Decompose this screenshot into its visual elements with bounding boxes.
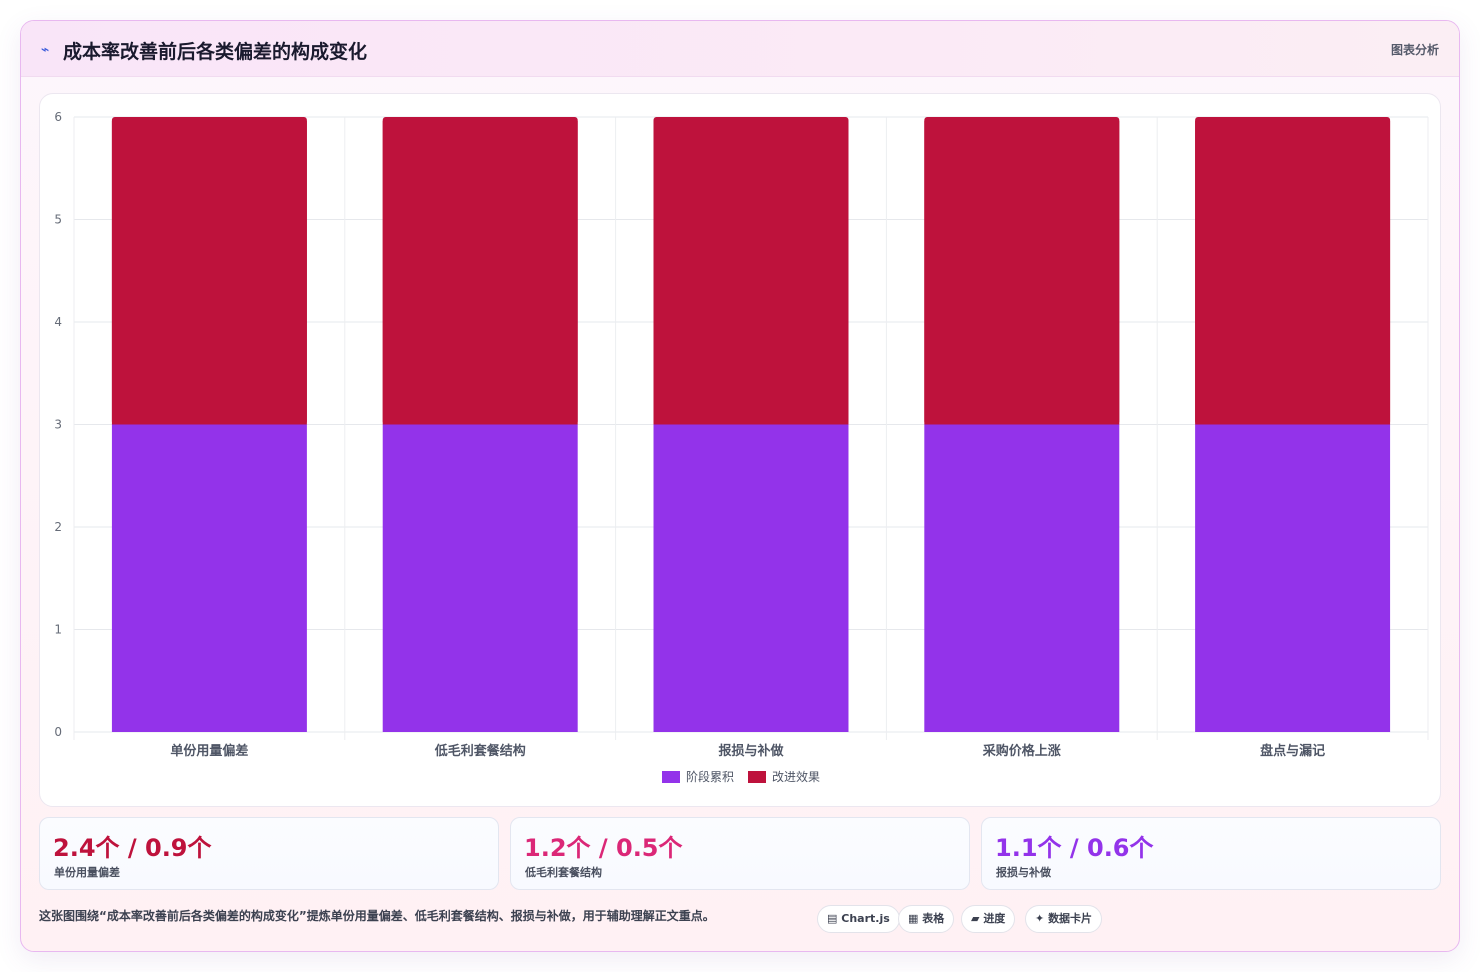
bar-segment-fill — [1195, 121, 1391, 425]
tag-table[interactable]: ▦ 表格 — [898, 905, 955, 933]
stat-card-combo: 1.2个 / 0.5个 低毛利套餐结构 — [510, 817, 970, 890]
legend-label: 改进效果 — [772, 769, 820, 784]
tag-label: Chart.js — [841, 912, 890, 925]
bar-segment-fill — [653, 121, 849, 425]
legend-swatch — [748, 771, 766, 783]
stat-value: 1.2个 / 0.5个 — [524, 834, 683, 862]
stat-value: 2.4个 / 0.9个 — [53, 834, 212, 862]
bar-segment-fill — [924, 121, 1120, 425]
chart-analysis-label: 图表分析 — [1390, 43, 1439, 57]
bar-segment-fill — [382, 121, 578, 425]
legend-label: 阶段累积 — [686, 769, 734, 784]
chart-footnote: 这张图围绕“成本率改善前后各类偏差的构成变化”提炼单份用量偏差、低毛利套餐结构、… — [39, 909, 715, 923]
stat-label: 单份用量偏差 — [54, 866, 120, 879]
tag-data-card[interactable]: ✦ 数据卡片 — [1025, 905, 1103, 933]
y-tick-label: 2 — [54, 520, 62, 534]
bar-segment — [653, 424, 849, 732]
chart-card: ⌁ 成本率改善前后各类偏差的构成变化 图表分析 0 1 2 3 4 5 6 单份用量偏差 低毛利… — [20, 20, 1460, 952]
y-tick-label: 5 — [54, 213, 62, 227]
sparkle-icon: ✦ — [1035, 912, 1045, 925]
stat-card-waste: 1.1个 / 0.6个 报损与补做 — [981, 817, 1441, 890]
table-icon: ▦ — [908, 912, 919, 925]
y-tick-label: 1 — [54, 623, 62, 637]
y-tick-label: 6 — [54, 110, 62, 124]
progress-icon: ▰ — [971, 912, 980, 925]
stat-value: 1.1个 / 0.6个 — [995, 834, 1154, 862]
stat-label: 低毛利套餐结构 — [525, 866, 602, 879]
tag-chartjs[interactable]: ▤ Chart.js — [817, 905, 900, 933]
x-tick-label: 采购价格上涨 — [982, 743, 1061, 759]
bar-segment-fill — [111, 121, 307, 425]
tag-label: 表格 — [922, 912, 945, 925]
stacked-bar-chart: 0 1 2 3 4 5 6 单份用量偏差 低毛利套餐结构 报损与补做 采购价格上涨 盘点与漏记阶段累积… — [54, 110, 1429, 784]
page-title: 成本率改善前后各类偏差的构成变化 — [63, 41, 368, 63]
tag-label: 进度 — [983, 912, 1006, 925]
tag-progress[interactable]: ▰ 进度 — [961, 905, 1016, 933]
chart-icon: ▤ — [827, 912, 838, 925]
x-tick-label: 报损与补做 — [718, 743, 783, 759]
tag-label: 数据卡片 — [1048, 912, 1093, 925]
y-tick-label: 4 — [54, 315, 62, 329]
x-tick-label: 盘点与漏记 — [1260, 743, 1325, 759]
y-tick-label: 3 — [54, 418, 62, 432]
legend-swatch — [662, 771, 680, 783]
bar-segment — [382, 424, 578, 732]
stat-label: 报损与补做 — [996, 866, 1051, 879]
bar-segment — [924, 424, 1120, 732]
bar-segment — [1195, 424, 1391, 732]
x-tick-label: 单份用量偏差 — [170, 743, 248, 759]
x-tick-label: 低毛利套餐结构 — [434, 743, 526, 759]
bar-segment — [111, 424, 307, 732]
y-tick-label: 0 — [54, 725, 62, 739]
chart-panel: 0 1 2 3 4 5 6 单份用量偏差 低毛利套餐结构 报损与补做 采购价格上涨 盘点与漏记阶段累积… — [39, 93, 1441, 807]
card-header: ⌁ 成本率改善前后各类偏差的构成变化 图表分析 — [21, 21, 1459, 77]
stat-card-usage: 2.4个 / 0.9个 单份用量偏差 — [39, 817, 499, 890]
trend-line-icon: ⌁ — [41, 42, 50, 58]
